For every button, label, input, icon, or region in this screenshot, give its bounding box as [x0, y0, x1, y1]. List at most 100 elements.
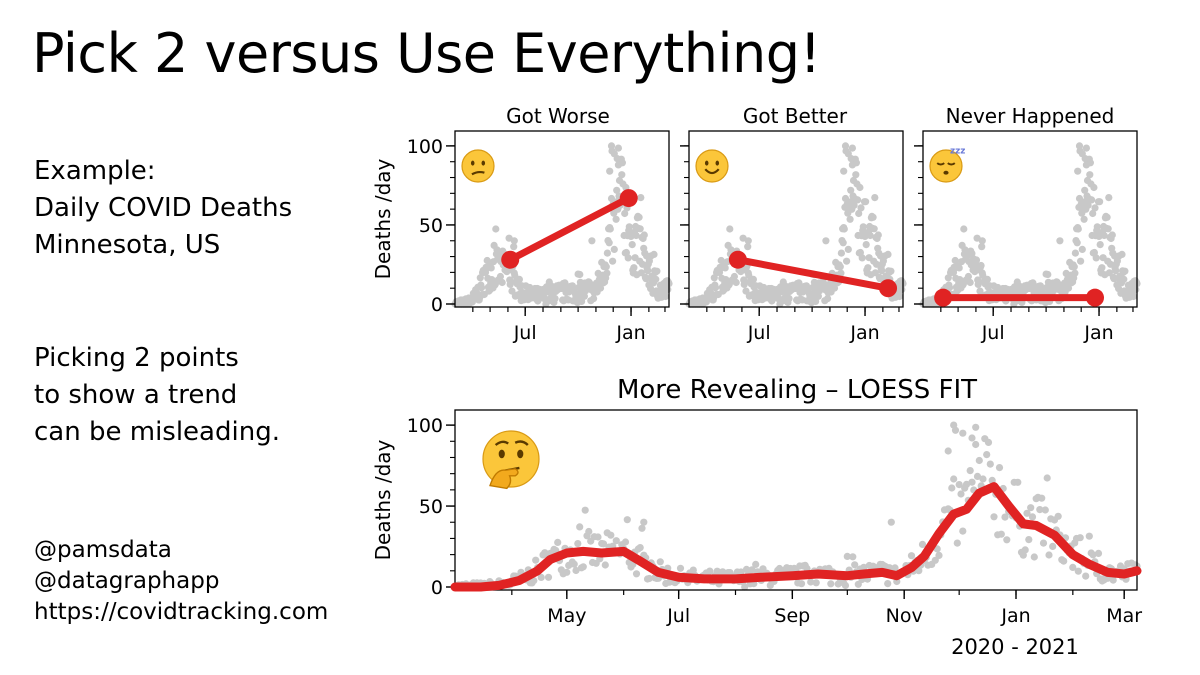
data-point — [636, 544, 644, 552]
data-point — [807, 578, 815, 586]
data-point — [638, 524, 646, 532]
thinking-face-part — [489, 468, 519, 490]
data-point — [918, 540, 927, 549]
data-point — [848, 144, 857, 152]
data-point — [585, 527, 593, 536]
data-point — [1108, 231, 1116, 239]
smiling-face-part — [695, 149, 729, 183]
data-point — [840, 225, 848, 233]
x-axis-title: 2020 - 2021 — [951, 635, 1079, 659]
sleeping-face-part — [936, 162, 945, 166]
data-point — [1021, 546, 1029, 554]
x-tick-label: Jan — [1000, 605, 1030, 627]
trend-endpoint — [619, 189, 638, 208]
data-point — [944, 447, 952, 455]
data-point — [653, 267, 661, 275]
x-tick-label: Jul — [513, 322, 537, 344]
data-point — [887, 518, 895, 526]
thinking-face-part — [494, 440, 509, 446]
data-point — [730, 272, 739, 281]
data-point — [579, 563, 587, 571]
data-point — [990, 513, 998, 521]
data-point — [605, 239, 613, 247]
data-point — [706, 567, 714, 575]
data-point — [862, 198, 870, 206]
data-point — [950, 421, 958, 429]
data-point — [1030, 553, 1038, 561]
data-point — [966, 278, 974, 287]
data-point — [849, 553, 857, 561]
data-point — [1112, 267, 1120, 275]
panel-frame — [688, 130, 904, 308]
y-tick-label: 50 — [419, 215, 443, 237]
loess-fit-line — [450, 482, 1142, 592]
x-tick-label: May — [547, 605, 586, 627]
data-point — [869, 213, 877, 221]
data-point — [602, 263, 610, 271]
smiling-face-part — [704, 160, 709, 166]
data-point — [603, 269, 611, 277]
credit-link[interactable]: https://covidtracking.com — [34, 599, 329, 625]
data-point — [576, 270, 584, 279]
data-point — [621, 209, 629, 218]
data-point — [975, 456, 983, 465]
data-point — [1028, 513, 1037, 521]
trend-endpoint — [879, 279, 898, 298]
data-point — [797, 580, 806, 588]
data-point — [1088, 196, 1096, 204]
data-point — [968, 434, 976, 442]
data-point — [630, 264, 638, 272]
data-point — [955, 264, 963, 272]
data-point — [1109, 576, 1117, 584]
confused-face-icon — [461, 149, 495, 183]
data-point — [843, 257, 851, 265]
credit-handle[interactable]: @datagraphapp — [34, 568, 220, 594]
data-point — [935, 551, 943, 560]
data-point — [864, 264, 872, 272]
data-point — [986, 460, 994, 468]
data-point — [836, 263, 844, 271]
data-point — [590, 295, 598, 303]
data-point — [1039, 539, 1048, 547]
panel-title: Got Better — [743, 104, 848, 128]
data-point — [1082, 144, 1090, 152]
data-point — [973, 472, 982, 480]
data-point — [1089, 209, 1097, 218]
thinking-face-part — [514, 440, 529, 446]
data-point — [945, 284, 954, 292]
data-point — [606, 225, 614, 233]
data-point — [854, 196, 862, 204]
data-point — [1089, 551, 1097, 559]
credit-handle[interactable]: @pamsdata — [34, 537, 172, 563]
data-point — [1120, 275, 1128, 283]
data-point — [1003, 536, 1011, 544]
x-tick-label: Jul — [747, 322, 771, 344]
data-point — [1082, 161, 1090, 169]
confused-face-part — [461, 149, 495, 183]
data-point — [860, 563, 868, 571]
data-point — [689, 566, 697, 574]
x-tick-label: Jan — [1083, 322, 1113, 344]
data-point — [510, 243, 518, 251]
data-point — [640, 231, 648, 239]
data-point — [856, 183, 864, 192]
data-point — [972, 440, 980, 449]
data-point — [972, 423, 980, 431]
data-point — [1121, 267, 1129, 275]
data-point — [635, 213, 643, 221]
data-point — [830, 284, 839, 292]
data-point — [822, 237, 830, 245]
data-point — [606, 167, 614, 175]
data-point — [953, 539, 961, 547]
data-point — [847, 155, 855, 163]
data-point — [607, 194, 616, 203]
note-line: can be misleading. — [34, 417, 280, 447]
data-point — [580, 292, 589, 300]
sleeping-face-part — [943, 170, 949, 175]
data-point — [532, 556, 540, 564]
data-point — [477, 284, 486, 292]
data-point — [852, 171, 860, 179]
sleeping-face-part: zzz — [950, 147, 965, 157]
data-point — [1096, 198, 1104, 206]
data-point — [814, 292, 823, 300]
